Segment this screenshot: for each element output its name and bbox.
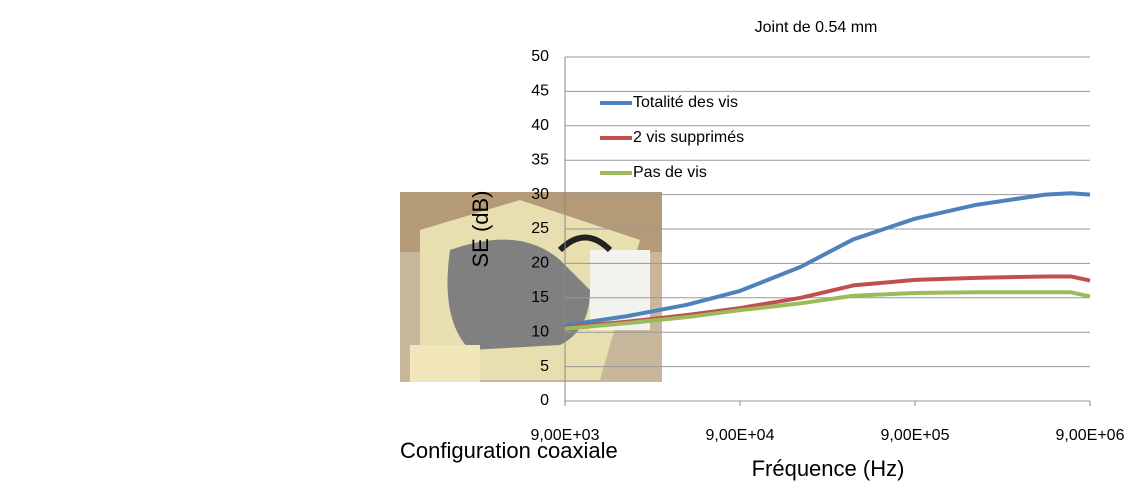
y-tick-label: 35 — [531, 151, 549, 168]
x-axis-label: Fréquence (Hz) — [752, 456, 905, 481]
caption: Configuration coaxiale — [400, 438, 618, 463]
x-tick-label: 9,00E+03 — [531, 427, 600, 444]
y-tick-label: 25 — [531, 220, 549, 237]
y-tick-label: 15 — [531, 289, 549, 306]
y-tick-label: 5 — [540, 358, 549, 375]
x-tick-label: 9,00E+06 — [1056, 427, 1125, 444]
y-tick-label: 30 — [531, 186, 549, 203]
y-tick-label: 20 — [531, 255, 549, 272]
y-tick-label: 45 — [531, 83, 549, 100]
y-tick-label: 50 — [531, 48, 549, 65]
y-tick-label: 0 — [540, 392, 549, 409]
x-tick-label: 9,00E+04 — [706, 427, 775, 444]
x-tick-label: 9,00E+05 — [881, 427, 950, 444]
series-line — [564, 191, 1091, 328]
chart-title: Joint de 0.54 mm — [755, 19, 878, 36]
y-axis-label: SE (dB) — [468, 190, 493, 267]
y-tick-label: 10 — [531, 323, 549, 340]
photo — [400, 192, 662, 382]
legend-label: 2 vis supprimés — [633, 129, 744, 146]
y-tick-label: 40 — [531, 117, 549, 134]
legend-label: Totalité des vis — [633, 94, 738, 111]
series-line — [564, 290, 1091, 331]
legend-label: Pas de vis — [633, 164, 707, 181]
